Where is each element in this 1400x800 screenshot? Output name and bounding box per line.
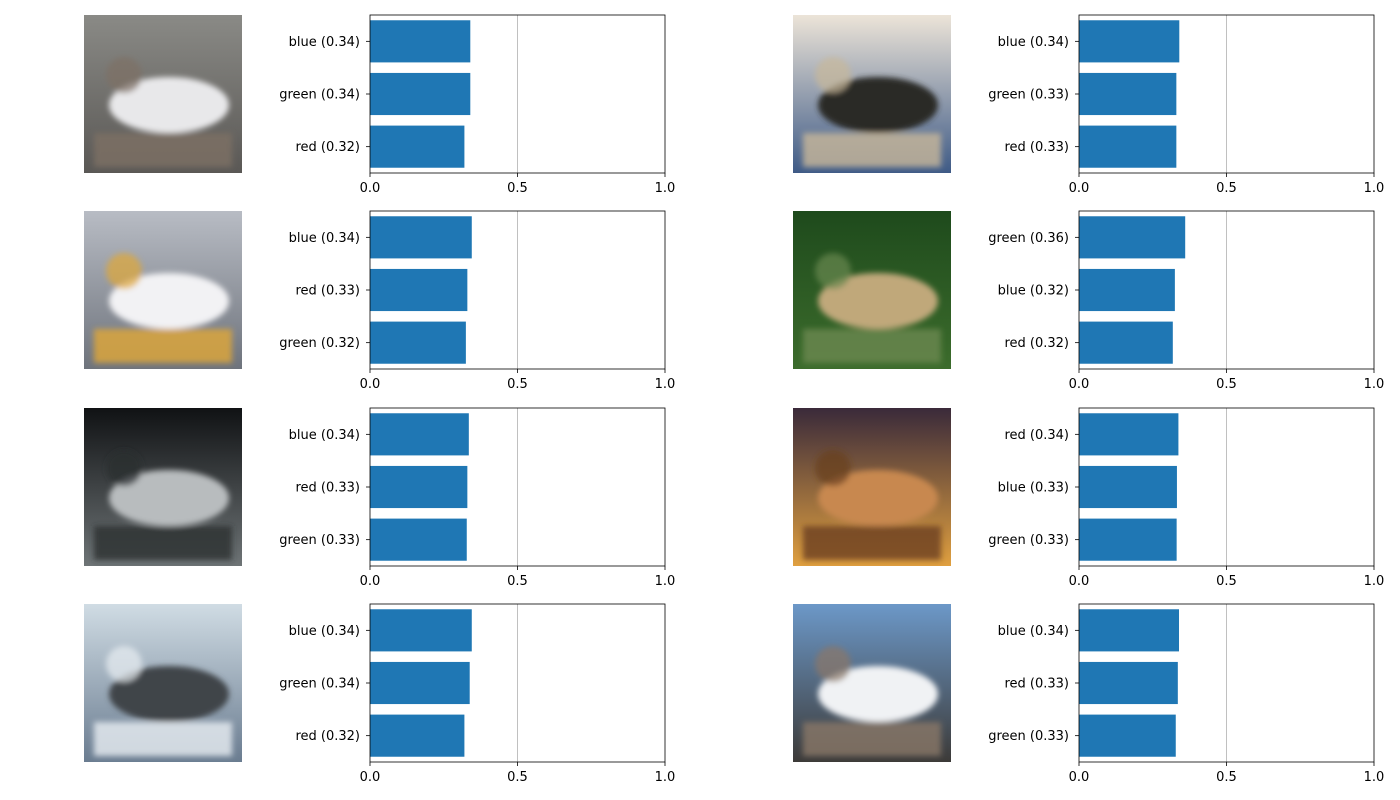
bar-chart-6: red (0.34) blue (0.33) green (0.33) 0.0 0.5 1… <box>988 407 1385 589</box>
x-tick-label: 0.0 <box>1069 574 1090 589</box>
category-label: green (0.33) <box>279 533 360 548</box>
category-label: green (0.32) <box>279 336 360 351</box>
bar-chart-3: blue (0.34) red (0.33) green (0.32) 0.0 0.5 1… <box>279 210 676 392</box>
bar <box>370 518 467 561</box>
x-tick-label: 0.0 <box>360 574 381 589</box>
category-label: blue (0.33) <box>998 481 1069 496</box>
bar-chart-4: green (0.36) blue (0.32) red (0.32) 0.0 0.5 1… <box>988 210 1385 392</box>
bar-chart-2: blue (0.34) green (0.33) red (0.33) 0.0 0.5 1… <box>988 14 1385 196</box>
category-label: blue (0.34) <box>289 624 360 639</box>
bar <box>370 321 466 364</box>
bar <box>370 465 468 509</box>
x-tick-label: 1.0 <box>1364 770 1385 785</box>
bar-chart-1: blue (0.34) green (0.34) red (0.32) 0.0 0.5 1… <box>279 14 676 196</box>
frog-photo-thumbnail <box>793 408 951 566</box>
airplane-photo-thumbnail <box>84 211 242 369</box>
bar <box>1079 609 1180 652</box>
category-label: red (0.32) <box>295 140 360 155</box>
ship-photo-thumbnail <box>84 604 242 762</box>
category-label: green (0.33) <box>988 88 1069 103</box>
x-tick-label: 0.5 <box>507 574 528 589</box>
x-tick-label: 1.0 <box>1364 181 1385 196</box>
x-tick-label: 0.0 <box>1069 377 1090 392</box>
ship-photo-thumbnail <box>793 15 951 173</box>
x-tick-label: 0.0 <box>360 181 381 196</box>
bar-chart-8: blue (0.34) red (0.33) green (0.33) 0.0 0.5 1… <box>988 603 1385 785</box>
category-label: red (0.32) <box>295 729 360 744</box>
bar-chart-5: blue (0.34) red (0.33) green (0.33) 0.0 0.5 1… <box>279 407 676 589</box>
category-label: green (0.34) <box>279 88 360 103</box>
x-tick-label: 1.0 <box>655 770 676 785</box>
x-tick-label: 0.5 <box>507 377 528 392</box>
category-label: green (0.34) <box>279 677 360 692</box>
bar <box>370 661 470 705</box>
category-label: blue (0.34) <box>998 35 1069 50</box>
category-label: red (0.34) <box>1004 428 1069 443</box>
bar <box>1079 125 1177 168</box>
bar <box>1079 20 1180 63</box>
horse-photo-thumbnail <box>84 15 242 173</box>
category-label: green (0.33) <box>988 533 1069 548</box>
category-label: red (0.32) <box>1004 336 1069 351</box>
bar <box>1079 661 1178 705</box>
x-tick-label: 0.5 <box>1216 181 1237 196</box>
category-label: red (0.33) <box>295 284 360 299</box>
x-tick-label: 0.5 <box>1216 377 1237 392</box>
bar <box>370 20 471 63</box>
bar <box>370 609 472 652</box>
x-tick-label: 0.5 <box>1216 574 1237 589</box>
bar <box>370 268 468 312</box>
bar <box>1079 518 1177 561</box>
bar <box>370 125 465 168</box>
x-tick-label: 0.0 <box>1069 181 1090 196</box>
x-tick-label: 0.0 <box>360 770 381 785</box>
x-tick-label: 1.0 <box>655 377 676 392</box>
bar <box>1079 465 1177 509</box>
category-label: blue (0.34) <box>998 624 1069 639</box>
bar <box>1079 413 1179 456</box>
bar <box>1079 216 1186 259</box>
category-label: green (0.36) <box>988 231 1069 246</box>
bar <box>370 413 469 456</box>
category-label: red (0.33) <box>1004 677 1069 692</box>
x-tick-label: 0.0 <box>360 377 381 392</box>
x-tick-label: 1.0 <box>655 574 676 589</box>
bar <box>1079 72 1177 116</box>
airplane-photo-thumbnail <box>793 604 951 762</box>
category-label: green (0.33) <box>988 729 1069 744</box>
x-tick-label: 0.5 <box>1216 770 1237 785</box>
x-tick-label: 1.0 <box>1364 574 1385 589</box>
bar <box>1079 714 1176 757</box>
x-tick-label: 1.0 <box>1364 377 1385 392</box>
category-label: blue (0.32) <box>998 284 1069 299</box>
category-label: blue (0.34) <box>289 231 360 246</box>
bar <box>370 216 472 259</box>
bar <box>1079 321 1173 364</box>
x-tick-label: 0.5 <box>507 181 528 196</box>
category-label: blue (0.34) <box>289 35 360 50</box>
car-photo-thumbnail <box>84 408 242 566</box>
bar <box>370 714 465 757</box>
bar <box>1079 268 1175 312</box>
bar-chart-7: blue (0.34) green (0.34) red (0.32) 0.0 0.5 1… <box>279 603 676 785</box>
x-tick-label: 1.0 <box>655 181 676 196</box>
category-label: blue (0.34) <box>289 428 360 443</box>
frog-photo-thumbnail <box>793 211 951 369</box>
category-label: red (0.33) <box>1004 140 1069 155</box>
category-label: red (0.33) <box>295 481 360 496</box>
x-tick-label: 0.5 <box>507 770 528 785</box>
x-tick-label: 0.0 <box>1069 770 1090 785</box>
bar <box>370 72 471 116</box>
